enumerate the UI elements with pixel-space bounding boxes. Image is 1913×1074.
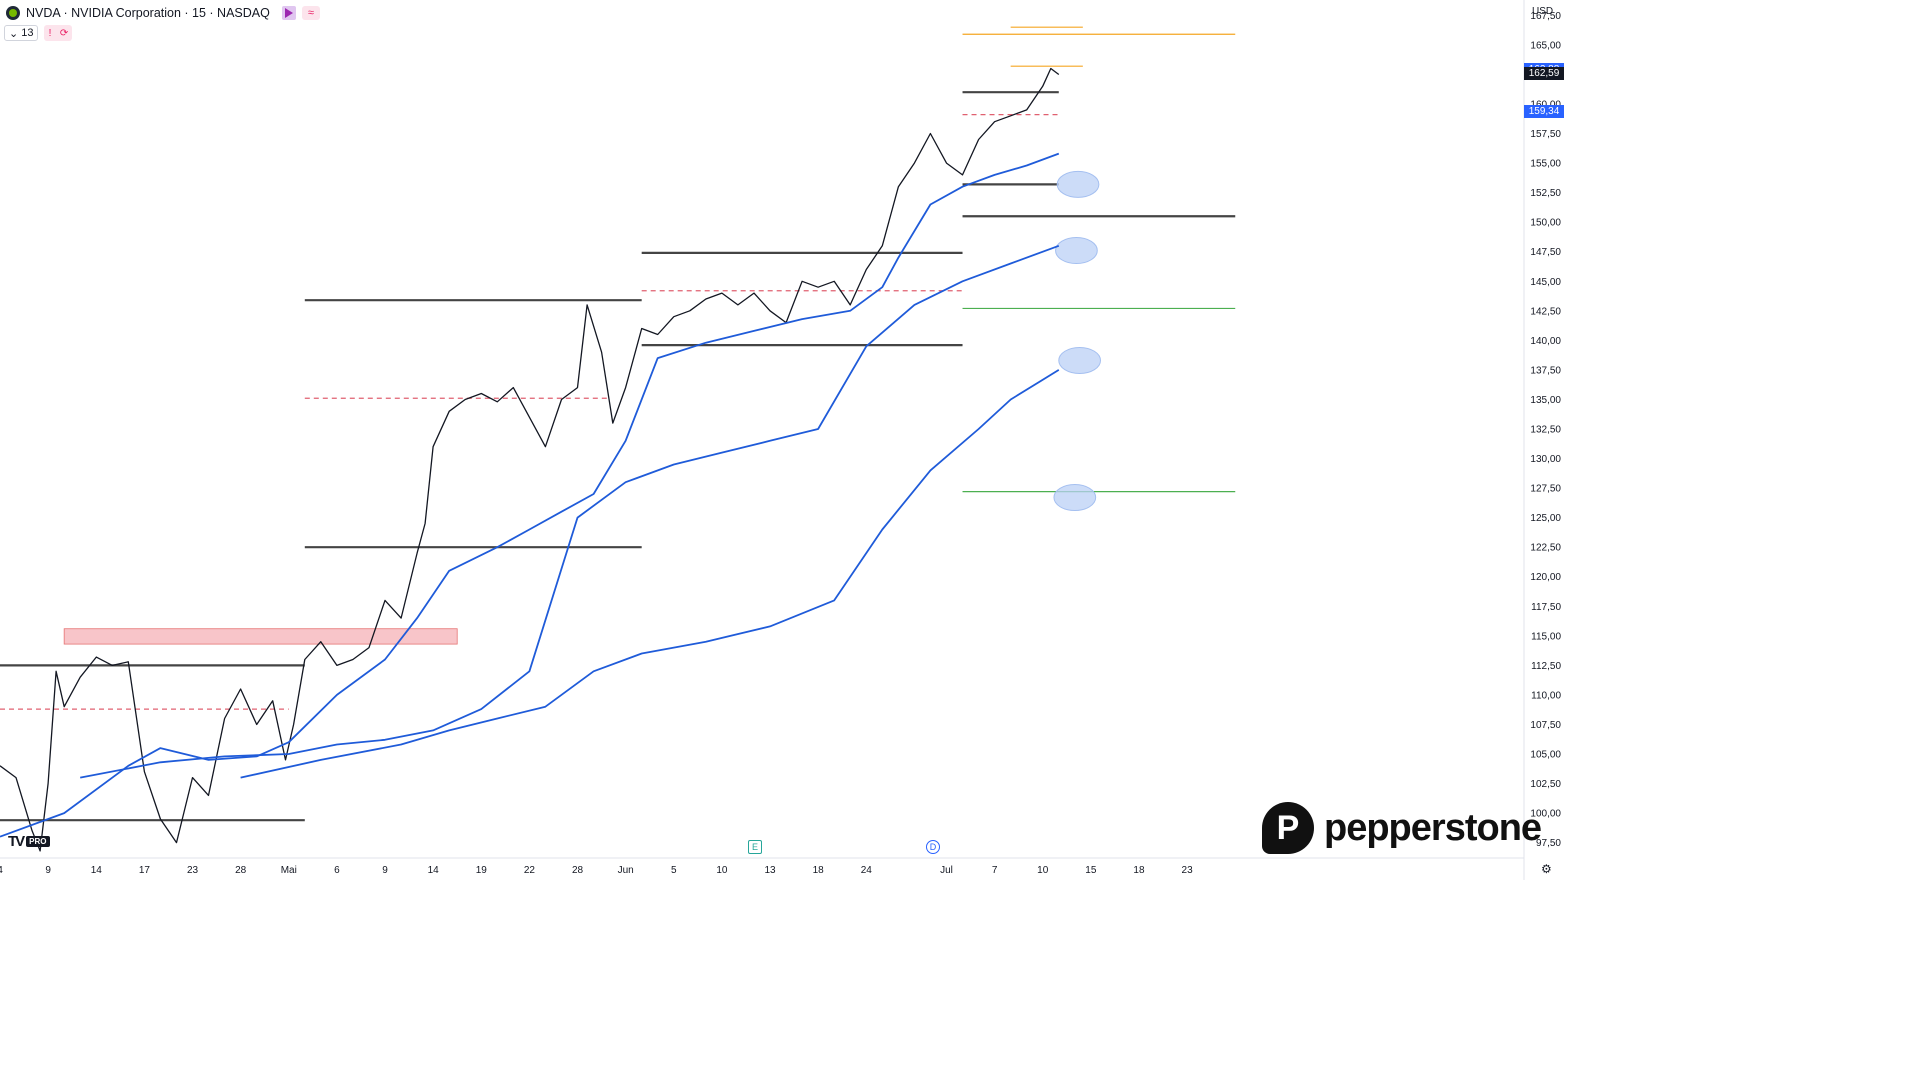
pepperstone-wordmark: pepperstone [1324, 806, 1542, 849]
price-tick-label-20: 147,50 [1530, 247, 1561, 258]
price-tick-label-14: 132,50 [1530, 425, 1561, 436]
moving-average-line-2[interactable] [80, 244, 1060, 779]
time-tick-label-4: 23 [187, 865, 199, 876]
price-tick-label-9: 120,00 [1530, 572, 1561, 583]
earnings-event-icon[interactable]: E [748, 840, 762, 854]
price-tick-label-6: 112,50 [1531, 661, 1561, 672]
indicators-toggle[interactable]: ⌄ 13 [4, 25, 39, 41]
price-tick-label-22: 152,50 [1530, 188, 1561, 199]
supply-zone-0[interactable] [63, 628, 458, 645]
price-tick-label-8: 117,50 [1531, 602, 1561, 613]
time-tick-label-11: 22 [524, 865, 536, 876]
time-tick-label-21: 10 [1037, 865, 1049, 876]
time-tick-label-3: 17 [139, 865, 151, 876]
price-tick-label-28: 167,50 [1530, 11, 1561, 22]
time-tick-label-22: 15 [1085, 865, 1097, 876]
nvidia-logo-icon [6, 6, 20, 20]
time-tick-label-7: 6 [334, 865, 340, 876]
series-layer [0, 67, 1060, 852]
tradingview-mark: TV [8, 833, 25, 850]
chart-plot-area[interactable] [0, 0, 1524, 858]
price-tick-label-25: 160,00 [1530, 100, 1561, 111]
target-ellipse-0[interactable] [1056, 170, 1100, 198]
price-tick-label-13: 130,00 [1530, 454, 1561, 465]
time-tick-label-10: 19 [476, 865, 488, 876]
time-tick-label-2: 14 [91, 865, 103, 876]
target-ellipse-1[interactable] [1055, 237, 1098, 265]
dividend-event-icon[interactable]: D [926, 840, 940, 854]
time-tick-label-24: 23 [1182, 865, 1194, 876]
time-tick-label-15: 10 [716, 865, 728, 876]
price-series-line[interactable] [0, 67, 1060, 852]
price-tick-label-2: 102,50 [1530, 779, 1561, 790]
tradingview-logo[interactable]: TV PRO [8, 833, 50, 850]
time-tick-label-20: 7 [992, 865, 998, 876]
pro-badge: PRO [26, 836, 50, 847]
target-ellipse-3[interactable] [1053, 484, 1097, 512]
time-tick-label-23: 18 [1133, 865, 1145, 876]
price-tick-label-21: 150,00 [1530, 218, 1561, 229]
price-tick-label-24: 157,50 [1530, 129, 1561, 140]
levels-layer [0, 26, 1236, 822]
price-tick-label-10: 122,50 [1530, 543, 1561, 554]
time-tick-label-16: 13 [764, 865, 776, 876]
price-tick-label-1: 100,00 [1530, 809, 1561, 820]
time-tick-label-0: 4 [0, 865, 3, 876]
price-tick-label-17: 140,00 [1530, 336, 1561, 347]
price-tick-label-16: 137,50 [1530, 365, 1561, 376]
zones-layer [63, 628, 458, 645]
moving-average-line-1[interactable] [0, 152, 1060, 838]
time-tick-label-14: 5 [671, 865, 677, 876]
chevron-down-icon: ⌄ [9, 27, 19, 40]
time-tick-label-9: 14 [428, 865, 440, 876]
target-ellipses-layer [1053, 170, 1101, 512]
indicator-count: 13 [21, 27, 34, 39]
price-tick-label-12: 127,50 [1530, 484, 1561, 495]
indicator-bar: ⌄ 13 ! ⟳ [4, 25, 73, 41]
price-tick-label-7: 115,00 [1531, 631, 1561, 642]
time-tick-label-17: 18 [813, 865, 825, 876]
currency-label[interactable]: USD [1532, 6, 1554, 17]
price-tick-label-15: 135,00 [1530, 395, 1561, 406]
time-tick-label-5: 28 [235, 865, 247, 876]
time-tick-label-6: Mai [281, 865, 297, 876]
time-tick-label-1: 9 [45, 865, 51, 876]
time-axis[interactable]: 4 9 14 17 23 28 Mai 6 9 14 19 22 28 Jun 5 10 13 18 24 Jul 7 1… [0, 865, 1193, 876]
price-tick-label-0: 97,50 [1536, 838, 1561, 849]
price-badge-2: 159,34 [1524, 105, 1564, 119]
refresh-icon: ⟳ [59, 27, 69, 39]
pepperstone-watermark: P pepperstone [1262, 802, 1542, 854]
alert-mark: ! [48, 27, 52, 39]
price-axis[interactable]: 97,50 100,00 102,50 105,00 107,50 110,00 112,5… [1530, 11, 1561, 849]
time-tick-label-8: 9 [382, 865, 388, 876]
price-tick-label-27: 165,00 [1530, 40, 1561, 51]
price-tick-label-3: 105,00 [1530, 750, 1561, 761]
alert-status[interactable]: ! ⟳ [44, 25, 73, 41]
time-tick-label-12: 28 [572, 865, 584, 876]
target-ellipse-2[interactable] [1058, 346, 1101, 374]
price-tick-label-5: 110,00 [1531, 690, 1561, 701]
price-tick-label-4: 107,50 [1530, 720, 1561, 731]
symbol-legend[interactable]: NVDA · NVIDIA Corporation · 15 · NASDAQ … [6, 4, 320, 22]
price-badge-1: 162,59 [1524, 66, 1564, 80]
price-tick-label-18: 142,50 [1530, 306, 1561, 317]
gear-icon[interactable]: ⚙ [1541, 862, 1552, 876]
moving-average-line-3[interactable] [240, 369, 1060, 779]
price-tick-label-19: 145,00 [1530, 277, 1561, 288]
symbol-title[interactable]: NVDA · NVIDIA Corporation · 15 · NASDAQ [26, 6, 270, 20]
time-tick-label-18: 24 [861, 865, 873, 876]
price-tick-label-23: 155,00 [1530, 159, 1561, 170]
time-tick-label-13: Jun [618, 865, 634, 876]
price-chart[interactable]: 97,50 100,00 102,50 105,00 107,50 110,00 112,5… [0, 0, 1568, 880]
pepperstone-logo-icon: P [1262, 802, 1314, 854]
wave-icon[interactable]: ≈ [301, 6, 320, 20]
time-tick-label-19: Jul [940, 865, 953, 876]
price-tick-label-11: 125,00 [1530, 513, 1561, 524]
flag-icon[interactable] [281, 6, 296, 20]
